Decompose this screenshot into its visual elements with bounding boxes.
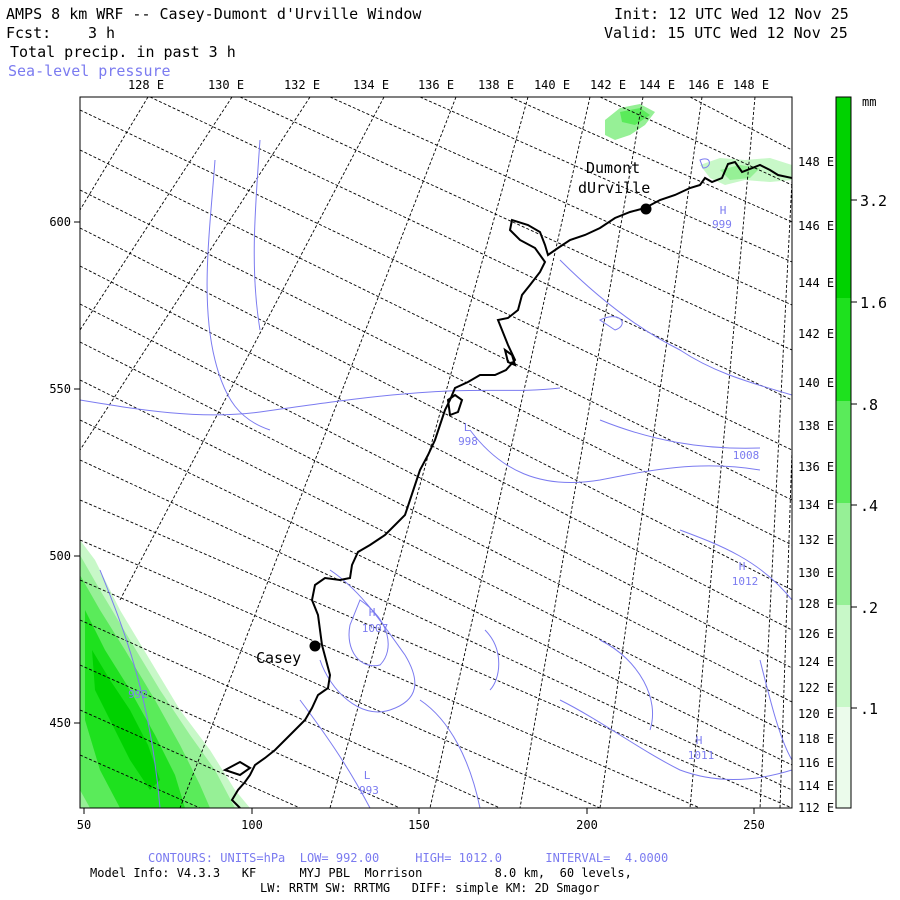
right-lon-label: 116 E: [798, 756, 834, 770]
right-lon-label: 126 E: [798, 627, 834, 641]
colorbar-label: 1.6: [860, 294, 887, 312]
right-lon-label: 112 E: [798, 801, 834, 815]
right-lon-label: 120 E: [798, 707, 834, 721]
top-lon-label: 140 E: [534, 78, 570, 92]
y-axis-label: 600: [49, 215, 71, 229]
right-lon-label: 142 E: [798, 327, 834, 341]
coastline: [222, 160, 792, 808]
pressure-center-value: 998: [458, 435, 478, 448]
right-lon-label: 124 E: [798, 655, 834, 669]
valid-time: Valid: 15 UTC Wed 12 Nov 25: [604, 24, 848, 42]
overlay-label: Sea-level pressure: [8, 62, 171, 80]
pressure-center-value: 1012: [732, 575, 759, 588]
pressure-contours: [80, 139, 792, 808]
model-info: Model Info: V4.3.3 KF MYJ PBL Morrison 8…: [90, 866, 632, 880]
map-plot-area: [80, 97, 792, 808]
colorbar-label: .4: [860, 497, 878, 515]
right-lon-label: 148 E: [798, 155, 834, 169]
top-lon-label: 144 E: [639, 78, 675, 92]
top-lon-label: 134 E: [353, 78, 389, 92]
right-lon-label: 136 E: [798, 460, 834, 474]
right-lon-label: 114 E: [798, 779, 834, 793]
init-time: Init: 12 UTC Wed 12 Nov 25: [614, 5, 849, 23]
pressure-center-letter: H: [739, 560, 746, 573]
pressure-center-value: 992: [128, 688, 148, 701]
colorbar-label: .2: [860, 599, 878, 617]
forecast-value: 3 h: [88, 24, 116, 42]
precip-shading: [80, 104, 792, 808]
station-label-casey: Casey: [256, 649, 301, 667]
top-lon-label: 142 E: [590, 78, 626, 92]
colorbar-swatch: [836, 401, 851, 503]
top-lon-label: 136 E: [418, 78, 454, 92]
top-lon-label: 146 E: [688, 78, 724, 92]
right-lon-label: 134 E: [798, 498, 834, 512]
station-label-dumont: Dumont: [586, 159, 640, 177]
right-lon-label: 132 E: [798, 533, 834, 547]
station-marker-dumont: [640, 203, 652, 215]
map-title: AMPS 8 km WRF -- Casey-Dumont d'Urville …: [6, 5, 422, 23]
colorbar-label: .1: [860, 700, 878, 718]
pressure-center-letter: L: [364, 769, 371, 782]
colorbar-label: 3.2: [860, 192, 887, 210]
top-lon-label: 128 E: [128, 78, 164, 92]
y-axis-label: 500: [49, 549, 71, 563]
right-lon-label: 128 E: [798, 597, 834, 611]
right-lon-label: 140 E: [798, 376, 834, 390]
station-marker-casey: [309, 640, 321, 652]
pressure-center-value: 999: [712, 218, 732, 231]
right-lon-label: 144 E: [798, 276, 834, 290]
pressure-center-letter: H: [696, 734, 703, 747]
pressure-center-letter: H: [369, 606, 376, 619]
colorbar-swatch: [836, 707, 851, 808]
pressure-center-letter: L: [464, 421, 471, 434]
right-lon-label: 122 E: [798, 681, 834, 695]
colorbar-unit: mm: [862, 95, 876, 109]
station-label-durville: dUrville: [578, 179, 650, 197]
top-lon-label: 130 E: [208, 78, 244, 92]
pressure-center-value: 993: [359, 784, 379, 797]
pressure-center-value: 1007: [362, 622, 389, 635]
colorbar-label: .8: [860, 396, 878, 414]
right-lon-label: 118 E: [798, 732, 834, 746]
graticule: [80, 97, 792, 808]
physics-info: LW: RRTM SW: RRTMG DIFF: simple KM: 2D S…: [260, 881, 600, 895]
top-lon-label: 132 E: [284, 78, 320, 92]
right-lon-label: 146 E: [798, 219, 834, 233]
forecast-label: Fcst:: [6, 24, 52, 42]
pressure-center-value: 1008: [733, 449, 760, 462]
colorbar: mm 3.2 1.6 .8 .4 .2 .1: [835, 95, 887, 809]
pressure-center-value: 1011: [688, 749, 715, 762]
x-axis-label: 50: [77, 818, 91, 832]
pressure-center-letter: H: [720, 204, 727, 217]
top-lon-label: 138 E: [478, 78, 514, 92]
colorbar-swatch: [836, 503, 851, 605]
field-label: Total precip. in past 3 h: [10, 43, 236, 61]
x-axis-label: 100: [241, 818, 263, 832]
right-lon-label: 130 E: [798, 566, 834, 580]
top-lon-label: 148 E: [733, 78, 769, 92]
x-axis-label: 200: [576, 818, 598, 832]
contours-info: CONTOURS: UNITS=hPa LOW= 992.00 HIGH= 10…: [148, 851, 669, 865]
y-axis-label: 450: [49, 716, 71, 730]
y-axis-label: 550: [49, 382, 71, 396]
plot-frame: [79, 96, 793, 809]
x-axis-label: 150: [408, 818, 430, 832]
right-lon-label: 138 E: [798, 419, 834, 433]
colorbar-swatch: [836, 97, 851, 298]
colorbar-swatch: [836, 605, 851, 707]
x-axis-label: 250: [743, 818, 765, 832]
colorbar-swatch: [836, 298, 851, 401]
